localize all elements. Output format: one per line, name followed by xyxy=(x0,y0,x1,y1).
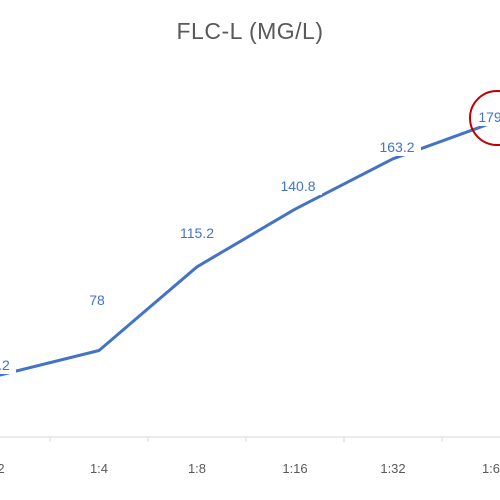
data-label-background xyxy=(173,224,221,242)
data-label-background xyxy=(373,138,421,156)
data-label: 78 xyxy=(89,292,105,308)
x-tick-label: 1:4 xyxy=(90,461,108,476)
data-label: 115.2 xyxy=(180,225,214,241)
highlight-circle xyxy=(469,90,500,146)
data-label: .2 xyxy=(0,357,10,373)
data-label-background xyxy=(474,108,500,126)
x-tick-label: 1:16 xyxy=(282,461,307,476)
x-tick-label: 2 xyxy=(0,461,5,476)
data-label: 163.2 xyxy=(379,139,414,155)
data-label: 140.8 xyxy=(280,178,315,194)
data-label-background xyxy=(85,291,109,309)
x-tick-label: 1:6 xyxy=(482,461,500,476)
data-label-background xyxy=(274,177,322,195)
series-line xyxy=(0,121,493,377)
x-tick-label: 1:32 xyxy=(380,461,405,476)
chart-title: FLC-L (MG/L) xyxy=(176,18,324,44)
data-label-background xyxy=(0,356,16,374)
data-label: 179 xyxy=(478,109,500,125)
x-tick-label: 1:8 xyxy=(188,461,206,476)
